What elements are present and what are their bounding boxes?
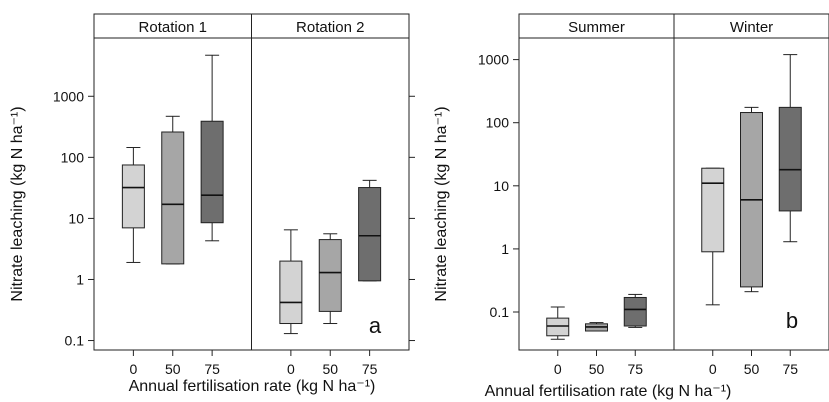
x-tick-label: 50	[589, 361, 605, 377]
y-tick-label: 100	[61, 149, 85, 165]
facet-title: Winter	[730, 19, 773, 36]
boxplot-summer-75	[623, 293, 647, 328]
panel-label: b	[786, 308, 798, 333]
x-axis-label: Annual fertilisation rate (kg N ha⁻¹)	[485, 383, 732, 400]
box-iqr	[200, 120, 224, 224]
y-tick-label: 1	[76, 271, 84, 287]
y-axis-label: Nitrate leaching (kg N ha⁻¹)	[9, 106, 26, 301]
x-tick-label: 75	[362, 361, 378, 377]
box-iqr	[701, 167, 725, 253]
boxplot-rotation-1-75	[200, 54, 224, 242]
x-tick-label: 75	[627, 361, 643, 377]
boxplot-rotation-1-50	[161, 115, 185, 265]
boxplot-summer-0	[546, 306, 570, 340]
boxplot-rotation-2-0	[279, 229, 303, 335]
boxplot-winter-50	[740, 106, 763, 293]
box-iqr	[121, 164, 145, 229]
x-tick-label: 50	[165, 361, 181, 377]
box-iqr	[161, 131, 185, 265]
x-tick-label: 0	[129, 361, 137, 377]
x-tick-label: 75	[204, 361, 220, 377]
y-tick-label: 0.1	[65, 333, 85, 349]
boxplot-winter-75	[778, 54, 802, 243]
y-tick-label: 1	[501, 241, 509, 257]
facet-title: Summer	[568, 19, 625, 36]
box-iqr	[778, 106, 802, 212]
y-tick-label: 0.1	[490, 304, 510, 320]
panel-label: a	[369, 313, 382, 338]
y-tick-label: 1000	[53, 88, 84, 104]
boxplot-rotation-2-75	[358, 179, 382, 282]
facet-title: Rotation 2	[296, 19, 364, 36]
x-axis-label: Annual fertilisation rate (kg N ha⁻¹)	[129, 378, 376, 395]
y-tick-label: 10	[493, 178, 509, 194]
boxplot-summer-50	[585, 322, 608, 332]
box-iqr	[358, 187, 382, 282]
x-tick-label: 50	[744, 361, 760, 377]
box-iqr	[623, 296, 647, 327]
y-tick-label: 1000	[478, 52, 509, 68]
facet-title: Rotation 1	[139, 19, 207, 36]
y-tick-label: 100	[486, 115, 510, 131]
x-tick-label: 0	[287, 361, 295, 377]
boxplot-rotation-2-50	[318, 233, 342, 325]
y-axis-label: Nitrate leaching (kg N ha⁻¹)	[433, 106, 450, 301]
box-iqr	[279, 260, 303, 325]
x-tick-label: 75	[782, 361, 798, 377]
boxplot-winter-0	[701, 167, 725, 306]
y-tick-label: 10	[68, 210, 84, 226]
box-iqr	[546, 317, 570, 337]
boxplot-rotation-1-0	[121, 146, 145, 263]
box-iqr	[318, 239, 342, 312]
x-tick-label: 0	[709, 361, 717, 377]
x-tick-label: 50	[322, 361, 338, 377]
x-tick-label: 0	[554, 361, 562, 377]
